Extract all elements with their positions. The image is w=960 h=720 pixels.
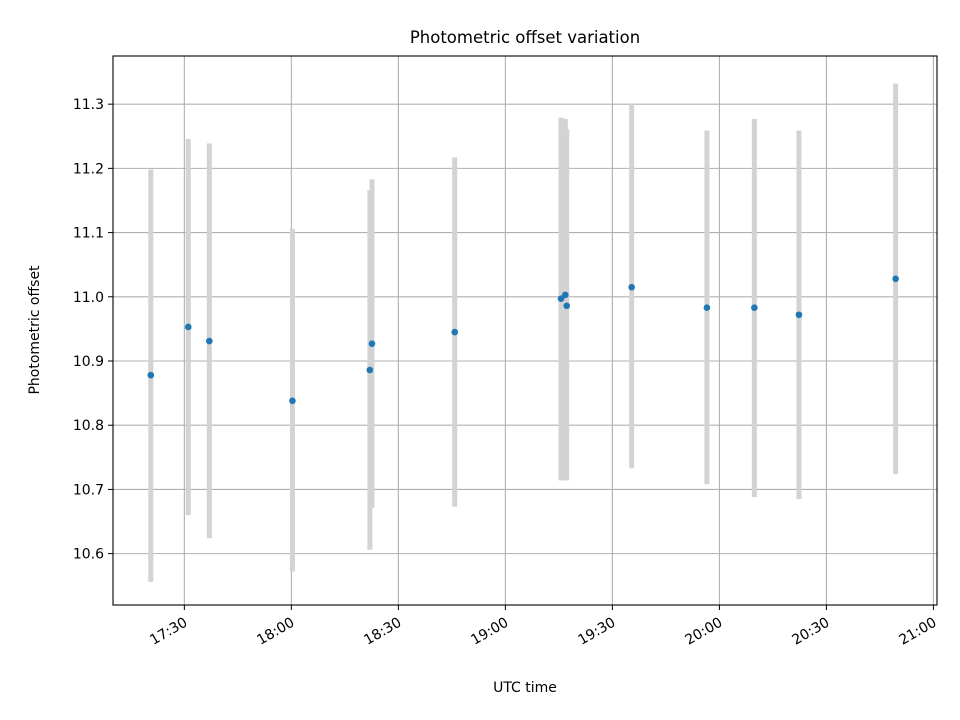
data-point <box>206 337 213 345</box>
data-point <box>557 295 565 303</box>
y-tick-label: 10.6 <box>73 547 104 563</box>
data-point <box>368 340 376 347</box>
y-tick-label: 10.9 <box>73 354 104 370</box>
data-point <box>366 366 374 374</box>
data-point <box>184 323 192 331</box>
y-tick-label: 11.0 <box>73 290 104 306</box>
x-axis-label: UTC time <box>493 680 557 696</box>
y-tick-label: 11.2 <box>73 161 104 177</box>
y-tick-label: 10.8 <box>73 418 104 434</box>
data-point <box>795 311 803 319</box>
data-point <box>892 275 899 283</box>
y-tick-label: 11.1 <box>73 226 104 242</box>
data-point <box>703 304 711 312</box>
data-point <box>147 371 155 379</box>
data-point <box>628 283 635 291</box>
plot-frame <box>112 55 938 606</box>
data-point <box>562 291 569 299</box>
point-layer <box>147 275 899 405</box>
data-point <box>751 304 758 312</box>
data-point <box>451 328 459 336</box>
y-tick-label: 11.3 <box>73 97 104 113</box>
y-axis-label: Photometric offset <box>27 265 43 395</box>
chart-title: Photometric offset variation <box>410 28 640 47</box>
data-point <box>289 397 296 405</box>
data-point <box>563 302 571 310</box>
y-tick-label: 10.7 <box>73 482 104 498</box>
